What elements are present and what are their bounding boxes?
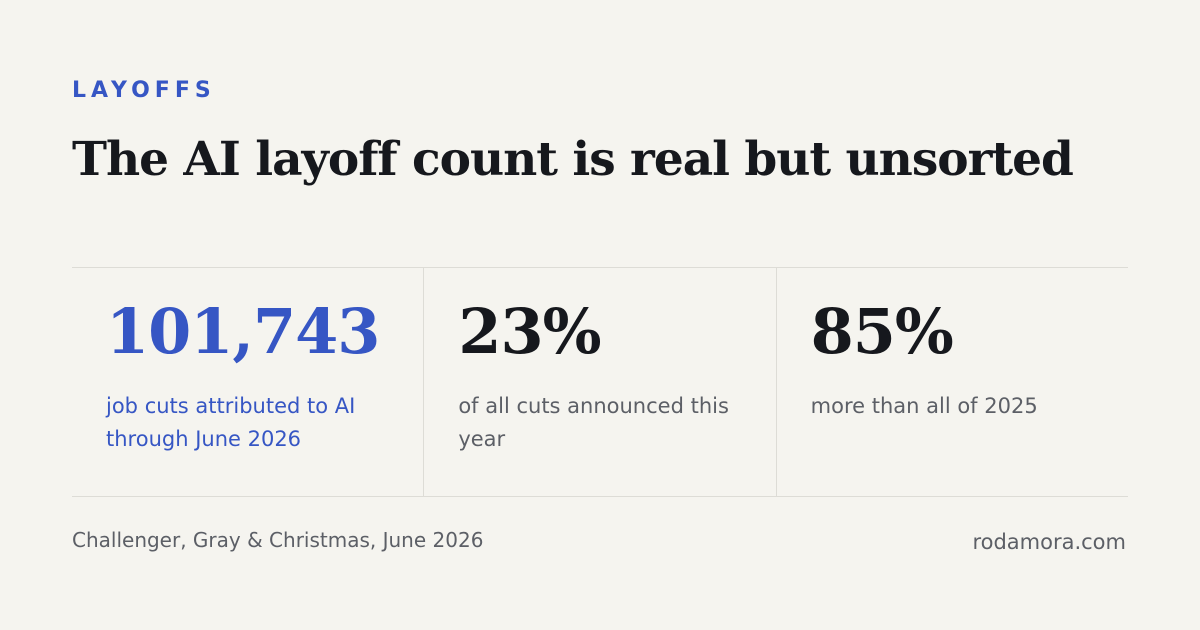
stat-value: 85% bbox=[810, 295, 954, 368]
stat-value: 101,743 bbox=[106, 295, 380, 368]
stat-label: job cuts attributed to AI through June 2… bbox=[106, 394, 356, 452]
stat: 101,743 job cuts attributed to AI throug… bbox=[72, 268, 423, 496]
site: rodamora.com bbox=[972, 530, 1126, 554]
stat-label: more than all of 2025 bbox=[810, 394, 1038, 419]
stat-label: of all cuts announced this year bbox=[458, 394, 729, 452]
source: Challenger, Gray & Christmas, June 2026 bbox=[72, 528, 484, 552]
stat-value: 23% bbox=[458, 295, 601, 368]
title: The AI layoff count is real but unsorted bbox=[72, 132, 1074, 187]
kicker: LAYOFFS bbox=[72, 78, 216, 103]
stat: 23% of all cuts announced this year bbox=[423, 268, 775, 496]
stat: 85% more than all of 2025 bbox=[775, 268, 1128, 496]
stats-row: 101,743 job cuts attributed to AI throug… bbox=[72, 267, 1128, 497]
